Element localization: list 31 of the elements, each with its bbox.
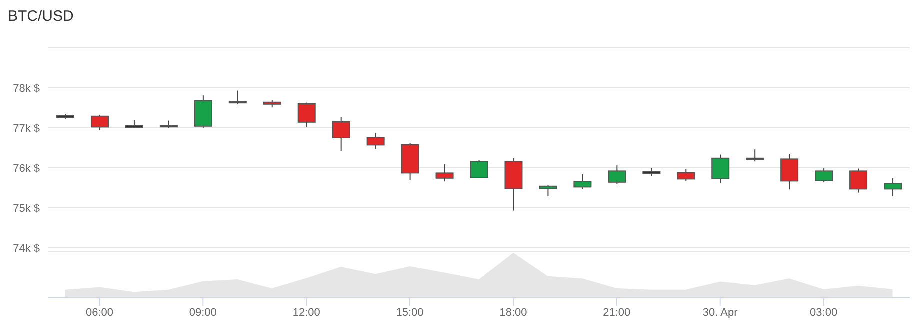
candlestick (470, 160, 488, 178)
y-tick-label: 74k $ (13, 242, 40, 255)
x-tick-label: 06:00 (86, 306, 114, 319)
candlestick (850, 168, 868, 194)
x-tick-label: 15:00 (396, 306, 424, 319)
candlestick (539, 184, 558, 197)
y-tick-label: 76k $ (13, 162, 40, 175)
candlestick (90, 114, 109, 131)
candlestick (815, 168, 834, 183)
y-tick-label: 75k $ (13, 202, 40, 215)
candlestick (228, 90, 247, 105)
candlestick (298, 102, 316, 128)
candlestick (332, 116, 350, 152)
x-tick-label: 09:00 (189, 306, 217, 319)
candlestick (712, 154, 730, 184)
candlestick (884, 178, 902, 197)
candlestick (677, 168, 696, 182)
x-tick-label: 30. Apr (702, 306, 738, 319)
x-tick-label: 12:00 (292, 306, 320, 319)
candlestick (780, 154, 799, 190)
candlestick (366, 132, 385, 150)
candlestick (574, 174, 592, 190)
x-tick-label: 03:00 (810, 306, 838, 319)
candlestick (436, 164, 454, 182)
candlestick (608, 165, 626, 185)
chart-title: BTC/USD (8, 8, 74, 25)
x-tick-label: 18:00 (500, 306, 528, 319)
y-tick-label: 78k $ (13, 82, 40, 95)
candlestick (746, 149, 764, 162)
y-tick-label: 77k $ (13, 122, 40, 135)
x-tick-label: 21:00 (603, 306, 631, 319)
